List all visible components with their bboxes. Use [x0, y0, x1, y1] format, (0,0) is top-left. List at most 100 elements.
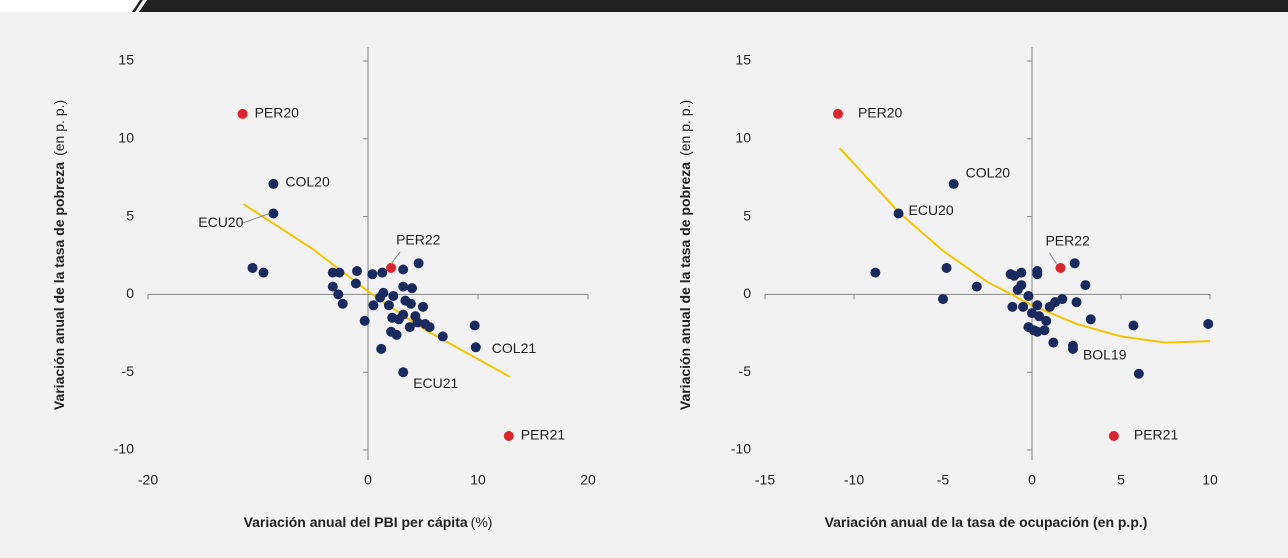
point [1034, 311, 1045, 322]
y-tick-label: 5 [126, 207, 134, 223]
point [1039, 325, 1050, 336]
y-tick-label: 0 [743, 285, 751, 301]
point [948, 178, 959, 189]
point [1016, 280, 1027, 291]
point [938, 294, 948, 305]
x-axis-title-main: Variación anual del PBI per cápita [244, 514, 468, 530]
point [1007, 301, 1018, 312]
point [413, 258, 424, 269]
point [1071, 297, 1082, 308]
trend-line [839, 147, 1211, 344]
x-tick-label: -10 [844, 472, 864, 488]
y-tick-label: -10 [731, 441, 751, 457]
point [1085, 314, 1096, 325]
y-tick-label: 15 [735, 52, 751, 68]
y-tick-label: 10 [735, 130, 751, 146]
point [391, 329, 402, 340]
point [1133, 368, 1144, 379]
point [1016, 267, 1027, 278]
point [1018, 301, 1029, 312]
point [1055, 262, 1066, 273]
point [387, 312, 398, 323]
y-tick-label: -5 [122, 363, 135, 379]
point [268, 208, 279, 219]
point [405, 298, 416, 309]
point [407, 283, 417, 294]
y-tick-label: 15 [118, 52, 134, 68]
point [237, 108, 248, 119]
point-label: PER22 [396, 232, 441, 248]
top-notch [0, 0, 140, 12]
point [337, 298, 348, 309]
point-label: ECU20 [198, 214, 243, 230]
point [333, 289, 344, 300]
y-axis-title-unit: (en p. p.) [677, 100, 693, 156]
y-tick-label: -5 [739, 363, 752, 379]
point [352, 266, 362, 277]
point [1069, 258, 1080, 269]
point [870, 267, 881, 278]
point [1041, 315, 1052, 326]
x-tick-label: 5 [1117, 472, 1125, 488]
x-tick-label: 0 [1028, 472, 1036, 488]
point [334, 267, 345, 278]
point-label: COL20 [966, 165, 1011, 181]
label-leader [241, 213, 270, 224]
point-label: PER20 [255, 105, 300, 121]
point-label: PER21 [521, 427, 566, 443]
trend-line [243, 203, 511, 378]
point [247, 262, 258, 273]
point [1203, 318, 1214, 329]
point [1067, 340, 1078, 351]
point [398, 281, 409, 292]
point [469, 320, 480, 331]
point [832, 108, 843, 119]
point [388, 290, 399, 301]
point [941, 262, 952, 273]
y-tick-label: -10 [114, 441, 134, 457]
point [412, 317, 423, 328]
point [1032, 300, 1043, 311]
point [1057, 294, 1068, 305]
point [1108, 430, 1119, 441]
point [350, 278, 361, 289]
point [503, 430, 514, 441]
label-leader [390, 251, 401, 265]
x-axis-title-unit: (%) [471, 514, 493, 530]
point-label: ECU20 [909, 202, 954, 218]
point-label: PER21 [1134, 427, 1179, 443]
point [1023, 290, 1034, 301]
point [418, 301, 428, 312]
point [893, 208, 904, 219]
point [1048, 337, 1059, 348]
y-axis-title-main: Variación anual de la tasa de pobreza [677, 162, 693, 410]
point [375, 292, 386, 303]
y-axis-title: Variación anual de la tasa de pobreza (en… [677, 100, 693, 410]
point-label: ECU21 [413, 375, 458, 391]
x-tick-label: 10 [1202, 472, 1218, 488]
point-label: BOL19 [1083, 347, 1127, 363]
y-tick-label: 0 [126, 285, 134, 301]
point [398, 264, 409, 275]
point [1080, 280, 1091, 291]
x-tick-label: -20 [138, 472, 158, 488]
point [1032, 269, 1043, 280]
point [386, 262, 397, 273]
x-tick-label: -15 [755, 472, 775, 488]
x-tick-label: 10 [470, 472, 486, 488]
point [383, 300, 394, 311]
point [258, 267, 269, 278]
y-tick-label: 5 [743, 207, 751, 223]
x-tick-label: 20 [580, 472, 596, 488]
x-axis-title: Variación anual de la tasa de ocupación … [825, 514, 1148, 530]
y-axis-title-unit: (en p. p.) [51, 100, 67, 156]
x-axis-title-main: Variación anual de la tasa de ocupación … [825, 514, 1148, 530]
point [424, 322, 435, 333]
point [1128, 320, 1139, 331]
y-tick-label: 10 [118, 130, 134, 146]
y-axis-title: Variación anual de la tasa de pobreza (en… [51, 100, 67, 410]
point [404, 322, 415, 333]
top-slash [135, 0, 147, 12]
point [327, 281, 338, 292]
